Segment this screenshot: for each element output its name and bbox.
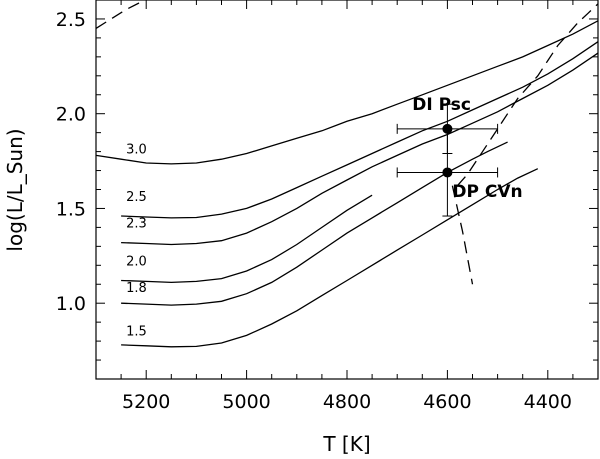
track-label-2.0: 2.0 [126, 254, 147, 269]
star-markers: DI Psc DP CVn [396, 95, 523, 217]
series-line-branch-dashed-main [456, 3, 598, 187]
star-label-di-psc: DI Psc [412, 95, 471, 115]
track-label-1.8: 1.8 [126, 281, 147, 296]
x-tick-label: 4800 [323, 391, 371, 413]
y-tick-label: 2.5 [56, 9, 86, 31]
series-line-2.3 [121, 52, 598, 246]
plot-area [96, 1, 598, 348]
star-label-dp-cvn: DP CVn [452, 182, 522, 202]
y-tick-label: 1.0 [56, 293, 86, 315]
x-tick-label: 5200 [122, 391, 170, 413]
series-line-2.5 [121, 41, 598, 219]
axis-ticks [95, 0, 599, 380]
y-axis-title: log(L/L_Sun) [3, 128, 27, 251]
x-tick-label: 4400 [524, 391, 572, 413]
x-tick-label: 5000 [222, 391, 270, 413]
series-line-1.8 [121, 141, 508, 306]
track-label-3.0: 3.0 [126, 142, 147, 157]
tick-labels: 5200 5000 4800 4600 4400 1.0 1.5 2.0 2.5 [56, 9, 572, 413]
series-line-branch-dashed-drop [451, 185, 474, 285]
series-line-3.0 [96, 20, 598, 165]
y-tick-label: 1.5 [56, 198, 86, 220]
track-label-2.5: 2.5 [126, 190, 147, 205]
y-tick-label: 2.0 [56, 104, 86, 126]
series-line-1.5 [121, 168, 539, 348]
star-point-dp-cvn [442, 167, 453, 178]
series-line-branch-dashed-top [96, 1, 142, 29]
track-label-2.3: 2.3 [126, 216, 147, 231]
track-label-1.5: 1.5 [126, 324, 147, 339]
x-tick-label: 4600 [423, 391, 471, 413]
track-labels: 3.0 2.5 2.3 2.0 1.8 1.5 [126, 142, 147, 339]
series-line-2.0 [121, 194, 373, 284]
x-axis-title: T [K] [322, 432, 370, 456]
